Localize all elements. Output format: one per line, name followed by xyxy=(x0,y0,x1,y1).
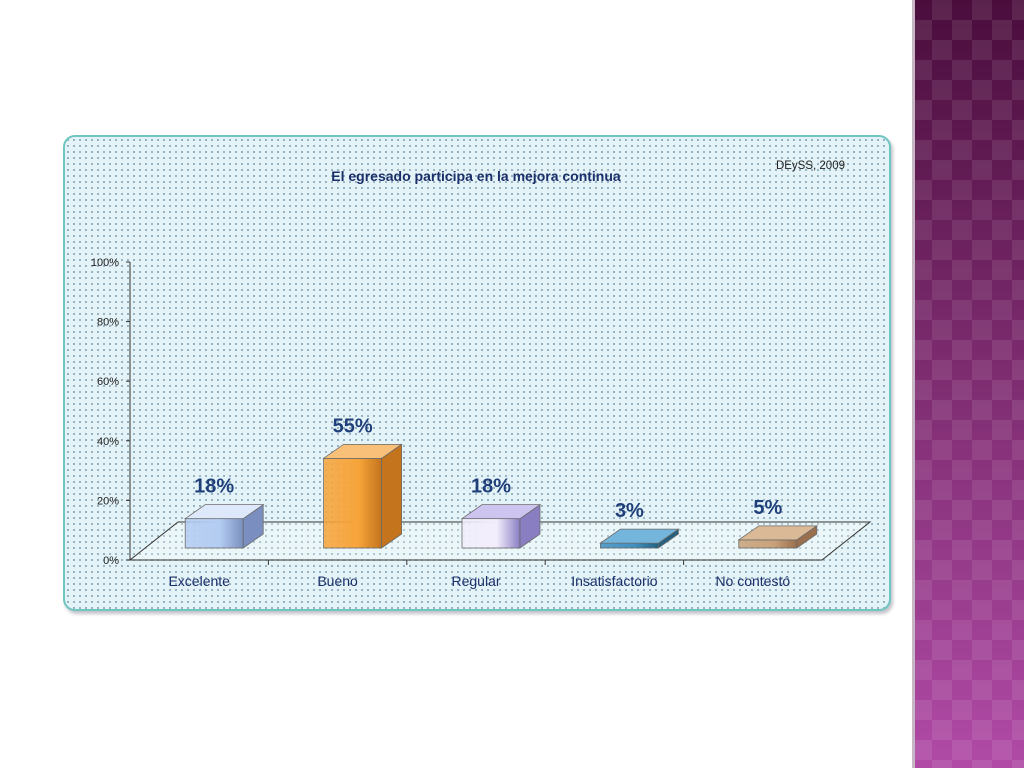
y-tick-label: 100% xyxy=(91,257,119,269)
bar-top xyxy=(460,504,542,520)
bar-front xyxy=(600,542,659,549)
bar-top xyxy=(183,504,265,520)
bar-top xyxy=(737,525,819,541)
bar-side xyxy=(381,443,402,549)
data-label: 5% xyxy=(753,497,782,519)
bar xyxy=(322,443,403,549)
bar xyxy=(183,503,265,549)
category-label: No contestó xyxy=(715,573,790,589)
bar xyxy=(599,528,680,549)
category-label: Insatisfactorio xyxy=(571,573,658,589)
chart-title: El egresado participa en la mejora conti… xyxy=(331,168,621,184)
bar-front xyxy=(461,518,521,549)
category-label: Regular xyxy=(451,573,500,589)
data-label: 18% xyxy=(471,476,511,498)
y-tick-label: 0% xyxy=(103,555,119,567)
bar-front xyxy=(184,518,244,549)
y-tick-label: 60% xyxy=(97,376,119,388)
category-label: Excelente xyxy=(168,573,230,589)
decorative-side-band xyxy=(912,0,1024,768)
side-band-edge xyxy=(912,0,915,768)
source-note: DEySS, 2009 xyxy=(776,160,845,172)
bar xyxy=(460,503,542,549)
y-tick-label: 20% xyxy=(97,495,119,507)
data-label: 55% xyxy=(333,415,373,437)
category-label: Bueno xyxy=(317,573,358,589)
bar-front xyxy=(323,457,383,549)
data-label: 3% xyxy=(615,500,644,522)
data-label: 18% xyxy=(194,476,234,498)
bar-top xyxy=(322,443,403,459)
y-tick-label: 40% xyxy=(97,436,119,448)
bar-top xyxy=(599,528,680,544)
y-tick-label: 80% xyxy=(97,317,119,329)
bar-front xyxy=(738,539,798,549)
bar xyxy=(737,525,819,549)
